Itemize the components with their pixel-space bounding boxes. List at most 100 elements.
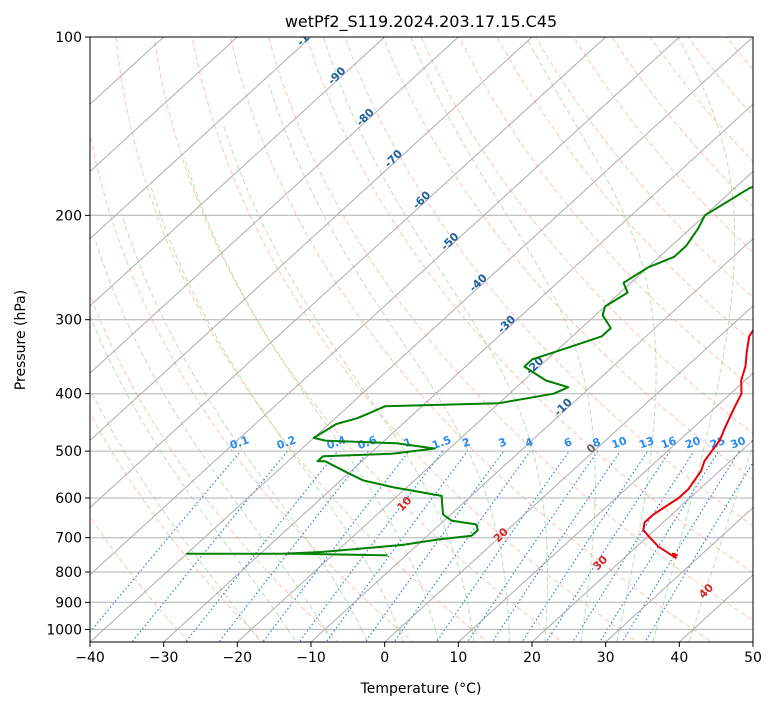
chart-title: wetPf2_S119.2024.203.17.15.C45 — [285, 12, 557, 32]
dry-adiabat — [649, 37, 753, 163]
moist-adiabat — [94, 239, 326, 630]
moist-adiabat — [580, 629, 584, 642]
moist-adiabat — [616, 629, 620, 642]
y-tick-label: 600 — [55, 491, 82, 507]
dry-adiabat — [725, 37, 753, 71]
isotherm-line — [310, 238, 753, 642]
moist-adiabat — [323, 37, 548, 630]
mixing-ratio-label: 0.4 — [325, 433, 348, 452]
y-tick-label: 200 — [55, 208, 82, 224]
dry-adiabat — [191, 37, 638, 642]
isotherm-line — [90, 37, 239, 173]
profile-series — [185, 185, 753, 559]
dry-adiabat — [267, 37, 753, 622]
y-tick-label: 500 — [55, 444, 82, 460]
mixing-ratio-line — [545, 450, 671, 642]
moist-adiabat — [121, 215, 363, 630]
mixing-ratio-label: 13 — [637, 434, 656, 451]
dry-adiabat — [90, 293, 339, 642]
mixing-ratio-line — [466, 450, 599, 642]
isotherm-label: -40 — [467, 271, 490, 294]
mixing-ratio-line — [364, 450, 505, 642]
mixing-ratio-label: 20 — [683, 434, 702, 452]
y-tick-label: 100 — [55, 30, 82, 46]
x-tick-label: −40 — [75, 650, 105, 666]
dry-adiabat — [496, 37, 753, 344]
moist-adiabat — [184, 157, 436, 630]
mixing-ratio-label: 2 — [460, 435, 472, 450]
mixing-ratio-label: 1 — [402, 435, 414, 450]
mixing-ratio-label: 8 — [591, 435, 603, 450]
mixing-ratio-label: 36 — [749, 434, 768, 452]
y-tick-label: 700 — [55, 531, 82, 547]
x-axis: −40 −30 −20 −10 0 10 20 30 40 50 — [75, 642, 762, 666]
dry-adiabat-label: 40 — [696, 581, 716, 601]
moist-adiabat — [90, 388, 252, 630]
isotherm-line — [90, 37, 681, 576]
plot-frame — [89, 36, 754, 643]
mixing-ratio-label: 4 — [523, 435, 535, 450]
moist-adiabat — [222, 123, 473, 630]
mixing-ratio-line — [131, 450, 289, 642]
isotherm-label: -80 — [354, 105, 377, 128]
mixing-ratio-label: 3 — [497, 435, 509, 450]
mixing-ratio-label: 6 — [562, 435, 574, 450]
y-axis: 100 200 300 400 500 600 700 800 900 1000 — [46, 30, 90, 638]
dry-adiabat — [344, 37, 753, 527]
isotherm-line — [678, 574, 753, 642]
x-axis-label: Temperature (°C) — [360, 681, 482, 697]
isotherm-label: -50 — [438, 230, 461, 253]
dry-adiabat — [458, 37, 753, 389]
mixing-ratio-label: 10 — [610, 434, 629, 452]
moist-adiabat — [434, 629, 440, 642]
mixing-ratio-line — [435, 450, 570, 642]
x-tick-label: −10 — [296, 650, 326, 666]
isotherm-line — [90, 37, 386, 307]
mixing-ratio-line — [393, 450, 531, 642]
isotherm-line — [383, 305, 753, 642]
isotherm-line — [604, 506, 753, 642]
y-axis-label: Pressure (hPa) — [13, 290, 29, 390]
isotherm-line — [90, 37, 753, 642]
x-tick-label: −30 — [149, 650, 179, 666]
dry-adiabat — [306, 37, 753, 574]
dry-adiabat — [90, 412, 265, 642]
temperature-profile — [642, 328, 753, 559]
dry-adiabat — [754, 24, 775, 654]
moist-adiabat — [150, 188, 399, 630]
x-tick-label: 0 — [380, 650, 389, 666]
dry-adiabat — [90, 515, 190, 642]
mixing-ratio-label: 0.2 — [275, 433, 298, 452]
isotherm-label: -10 — [552, 395, 575, 418]
x-tick-label: 30 — [597, 650, 615, 666]
moist-adiabat — [544, 629, 547, 642]
moist-adiabat — [525, 37, 657, 630]
isotherm-line — [90, 37, 460, 374]
mixing-ratio-line — [90, 450, 242, 633]
x-tick-label: −20 — [223, 650, 253, 666]
dry-adiabat — [687, 37, 753, 117]
dry-adiabat — [382, 37, 753, 481]
x-tick-label: 50 — [744, 650, 762, 666]
mixing-ratio-label: 1.5 — [430, 433, 453, 452]
isotherm-label: -60 — [410, 188, 433, 211]
moist-adiabat — [652, 629, 657, 642]
dry-adiabat — [420, 37, 753, 435]
isotherm-line — [162, 103, 753, 642]
x-tick-label: 20 — [523, 650, 541, 666]
dry-adiabat — [90, 131, 414, 642]
dry-adiabat — [153, 37, 564, 642]
x-tick-label: 40 — [670, 650, 688, 666]
isotherm-line — [90, 37, 533, 442]
isotherm-label: -90 — [325, 64, 348, 87]
isotherm-line — [90, 37, 607, 509]
y-tick-label: 1000 — [46, 622, 82, 638]
y-tick-label: 300 — [55, 313, 82, 329]
dry-adiabat-label: 10 — [394, 494, 414, 514]
y-tick-label: 800 — [55, 565, 82, 581]
moist-adiabat — [688, 629, 694, 642]
reference-line-labels: -100-90-80-70-60-50-40-30-20-1000.1 0.2 0.… — [228, 37, 768, 601]
mixing-ratio-label: 16 — [659, 434, 678, 452]
dry-adiabat — [229, 37, 713, 642]
